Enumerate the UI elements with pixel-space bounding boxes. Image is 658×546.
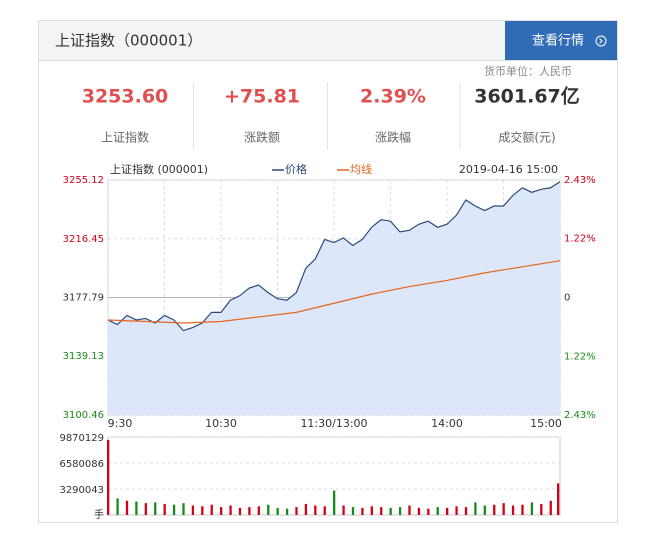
stat-value: +75.81	[224, 86, 300, 108]
volume-tick-label: 3290043	[59, 485, 104, 496]
volume-bar	[455, 506, 458, 515]
y2-tick-label: 2.43%	[564, 175, 596, 186]
y-tick-label: 3177.79	[63, 293, 104, 304]
volume-bar	[436, 507, 439, 515]
volume-bar	[248, 507, 251, 515]
volume-bar	[446, 507, 449, 515]
volume-bar	[220, 507, 223, 515]
volume-bar	[557, 483, 560, 515]
volume-bar	[464, 507, 468, 515]
button-icon[interactable]	[595, 35, 607, 47]
volume-bar	[116, 498, 119, 515]
y2-tick-label: 2.43%	[564, 410, 596, 421]
volume-bar	[144, 503, 147, 515]
volume-bar	[276, 507, 279, 515]
series-line	[107, 181, 561, 332]
volume-bar	[549, 500, 552, 515]
volume-bar	[172, 504, 176, 515]
currency-note: 货币单位：人民币	[484, 64, 572, 78]
volume-bar	[493, 504, 496, 515]
volume-bar	[417, 507, 421, 515]
volume-bar	[511, 505, 515, 515]
stat-value: 3601.67亿	[474, 85, 580, 108]
y-tick-label: 3139.13	[63, 351, 104, 362]
volume-bar	[408, 505, 411, 515]
x-tick-label: 9:30	[108, 417, 133, 430]
volume-bar	[238, 507, 242, 515]
legend-label: 均线	[350, 162, 372, 176]
volume-bar	[163, 503, 166, 515]
stat-label: 涨跌幅	[375, 130, 411, 145]
volume-bar	[229, 505, 232, 515]
x-tick-label: 14:00	[431, 417, 463, 430]
volume-bar	[125, 500, 129, 515]
x-tick-label: 15:00	[530, 417, 562, 430]
volume-bar	[267, 504, 270, 515]
volume-bar	[380, 507, 383, 515]
volume-bar	[210, 504, 213, 515]
volume-bar	[314, 505, 317, 515]
y-tick-label: 3216.45	[63, 234, 104, 245]
volume-bar	[540, 503, 543, 515]
y2-tick-label: 1.22%	[564, 234, 596, 245]
y-tick-label: 3100.46	[63, 410, 104, 421]
volume-bar	[154, 502, 157, 515]
volume-bar	[427, 508, 430, 515]
volume-bar	[333, 490, 336, 515]
volume-bar	[483, 505, 486, 515]
volume-bar	[521, 504, 524, 515]
volume-bar	[295, 507, 298, 515]
volume-bar	[474, 502, 477, 515]
volume-bar	[182, 503, 185, 515]
volume-bar	[361, 507, 364, 515]
volume-bar	[530, 502, 534, 515]
volume-bar	[502, 503, 505, 515]
stat-label: 成交额(元)	[498, 130, 555, 145]
legend-label: 价格	[285, 162, 307, 176]
y2-tick-label: 1.22%	[564, 351, 596, 362]
x-tick-label: 10:30	[205, 417, 237, 430]
volume-tick-label: 6580086	[59, 459, 104, 470]
volume-bar	[304, 503, 308, 515]
volume-tick-label: 9870129	[59, 433, 104, 444]
stat-label: 上证指数	[101, 130, 149, 145]
volume-bar	[107, 439, 110, 515]
chart-date: 2019-04-16 15:00	[459, 163, 558, 176]
y2-tick-label: 0	[564, 293, 570, 304]
button-arrow[interactable]	[599, 38, 603, 44]
volume-bar	[191, 505, 195, 515]
volume-bar	[389, 507, 392, 515]
button-label[interactable]: 查看行情	[532, 33, 584, 49]
volume-unit: 手	[94, 508, 104, 521]
series-line	[107, 260, 561, 324]
volume-bar	[201, 506, 204, 515]
stat-value: 2.39%	[360, 86, 426, 108]
price-area	[108, 181, 560, 415]
stat-label: 涨跌额	[244, 130, 280, 145]
volume-bar	[135, 501, 138, 515]
volume-bar	[285, 508, 289, 515]
x-tick-label: 11:30/13:00	[300, 417, 367, 430]
volume-bar	[342, 505, 345, 515]
header-title: 上证指数（000001）	[55, 32, 202, 50]
view-button[interactable]	[505, 21, 617, 60]
stat-value: 3253.60	[82, 86, 169, 108]
volume-bar	[398, 507, 402, 515]
y-tick-label: 3255.12	[63, 175, 104, 186]
volume-bar	[257, 506, 260, 515]
volume-bar	[323, 506, 326, 515]
volume-bar	[351, 507, 355, 515]
chart-title: 上证指数 (000001)	[110, 162, 208, 176]
volume-bar	[370, 506, 373, 515]
